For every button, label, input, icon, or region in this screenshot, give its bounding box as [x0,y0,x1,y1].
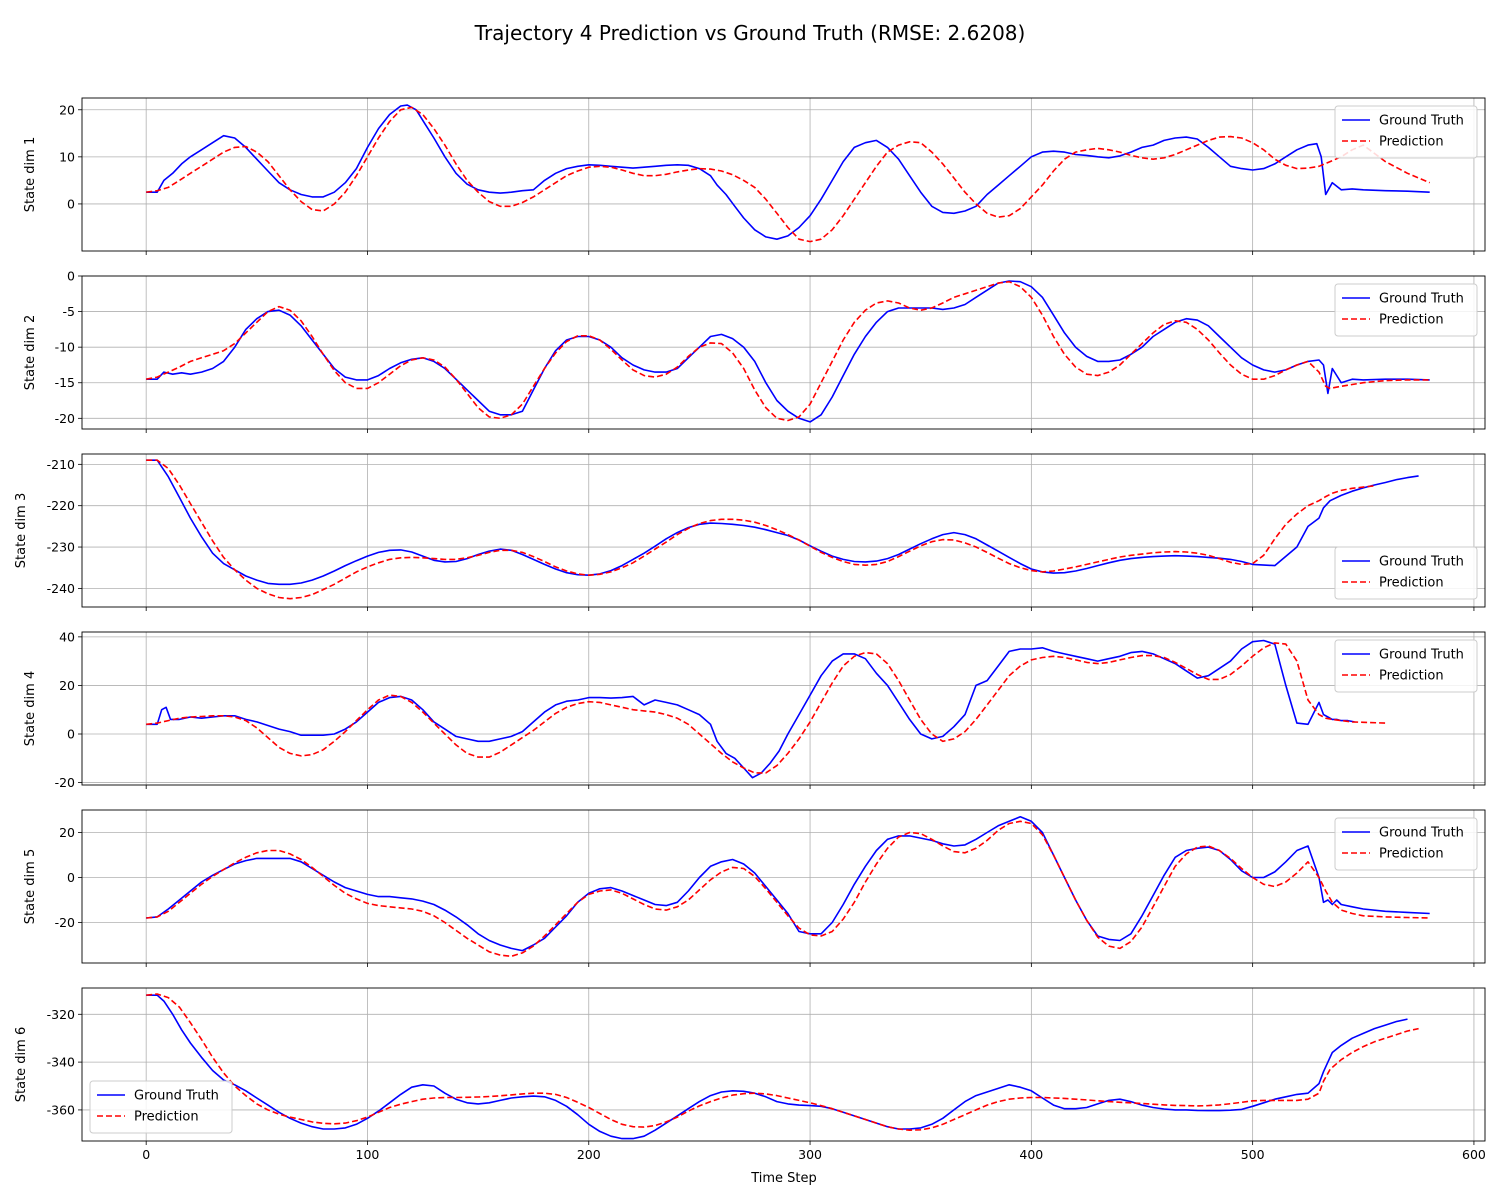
subplot-4: -20 0 20 40 State dim 4 Ground Truth Predictio… [23,629,1486,790]
legend: Ground Truth Prediction [1334,283,1478,337]
legend: Ground Truth Prediction [89,1080,233,1134]
axes-frame [81,809,1486,964]
ground-truth-line [146,639,1355,779]
prediction-line [146,459,1375,600]
y-tick-label: 20 [59,678,75,693]
chart-title: Trajectory 4 Prediction vs Ground Truth … [474,21,1026,45]
plot-area [146,459,1419,600]
y-tick-label: 20 [59,102,75,117]
y-axis-label: State dim 1 [23,137,38,212]
y-tick-label: -360 [47,1102,75,1117]
axes-frame [81,275,1486,430]
y-axis-label: State dim 2 [23,315,38,390]
ground-truth-line [146,994,1408,1140]
x-tick-label: 200 [577,1147,601,1162]
legend-box [1334,546,1478,600]
axes-frame [81,453,1486,608]
legend-prediction-label: Prediction [1379,669,1444,684]
legend-box [1334,817,1478,871]
subplot-5: -20 0 20 State dim 5 Ground Truth Prediction [23,809,1486,967]
legend-ground-truth-label: Ground Truth [1379,826,1464,841]
x-tick-label: 500 [1241,1147,1265,1162]
prediction-line [146,993,1419,1131]
plot-area [146,639,1386,779]
subplot-1: 0 10 20 State dim 1 Ground Truth Prediction [23,97,1486,255]
legend-ground-truth-label: Ground Truth [1379,555,1464,570]
legend-box [1334,283,1478,337]
legend-prediction-label: Prediction [1379,135,1444,150]
y-axis-label: State dim 3 [14,493,29,568]
y-tick-label: -20 [55,775,75,790]
y-tick-label: -240 [47,581,75,596]
y-tick-label: -340 [47,1055,75,1070]
legend-prediction-label: Prediction [1379,847,1444,862]
y-tick-label: -220 [47,498,75,513]
y-tick-label: 0 [67,727,75,742]
legend-prediction-label: Prediction [134,1110,199,1125]
y-tick-label: 0 [67,196,75,211]
y-axis-label: State dim 4 [23,671,38,746]
y-tick-label: -10 [55,340,75,355]
axes-frame [81,631,1486,786]
x-tick-label: 300 [798,1147,822,1162]
y-tick-label: 10 [59,149,75,164]
x-tick-label: 100 [356,1147,380,1162]
prediction-line [146,820,1430,958]
legend-ground-truth-label: Ground Truth [1379,648,1464,663]
plot-area [146,280,1430,423]
y-tick-label: -210 [47,457,75,472]
prediction-line [146,280,1430,422]
y-tick-label: -320 [47,1007,75,1022]
x-axis-label: Time Step [750,1171,817,1186]
subplot-3: -240 -230 -220 -210 State dim 3 Ground Truth P… [14,453,1486,611]
legend: Ground Truth Prediction [1334,639,1478,693]
y-axis-label: State dim 5 [23,849,38,924]
y-axis-label: State dim 6 [14,1027,29,1102]
y-tick-label: 20 [59,825,75,840]
ground-truth-line [146,459,1419,586]
plot-area [146,816,1430,958]
x-tick-label: 400 [1019,1147,1043,1162]
legend-prediction-label: Prediction [1379,313,1444,328]
y-tick-label: -20 [55,915,75,930]
prediction-line [146,106,1431,243]
ground-truth-line [146,280,1430,423]
subplot-6: 0 100 200 300 400 500 600 -360 -340 -320 State dim… [14,987,1486,1162]
y-tick-label: -20 [55,411,75,426]
legend-box [1334,105,1478,159]
legend-ground-truth-label: Ground Truth [1379,114,1464,129]
legend-box [89,1080,233,1134]
ground-truth-line [146,104,1430,240]
subplot-2: -20 -15 -10 -5 0 State dim 2 Ground Truth Predi… [23,269,1486,433]
axes-frame [81,97,1486,252]
y-tick-label: 0 [67,269,75,284]
y-tick-label: 40 [59,629,75,644]
y-tick-label: -15 [55,375,75,390]
legend-ground-truth-label: Ground Truth [1379,292,1464,307]
y-tick-label: 0 [67,870,75,885]
legend-ground-truth-label: Ground Truth [134,1089,219,1104]
legend: Ground Truth Prediction [1334,546,1478,600]
plot-area [146,993,1419,1140]
plot-area [146,104,1431,243]
x-tick-label: 600 [1462,1147,1486,1162]
legend-box [1334,639,1478,693]
ground-truth-line [146,816,1430,952]
legend: Ground Truth Prediction [1334,105,1478,159]
y-tick-label: -5 [63,304,75,319]
y-tick-label: -230 [47,540,75,555]
legend: Ground Truth Prediction [1334,817,1478,871]
x-tick-label: 0 [142,1147,150,1162]
axes-frame [81,987,1486,1142]
prediction-line [146,642,1386,774]
legend-prediction-label: Prediction [1379,576,1444,591]
